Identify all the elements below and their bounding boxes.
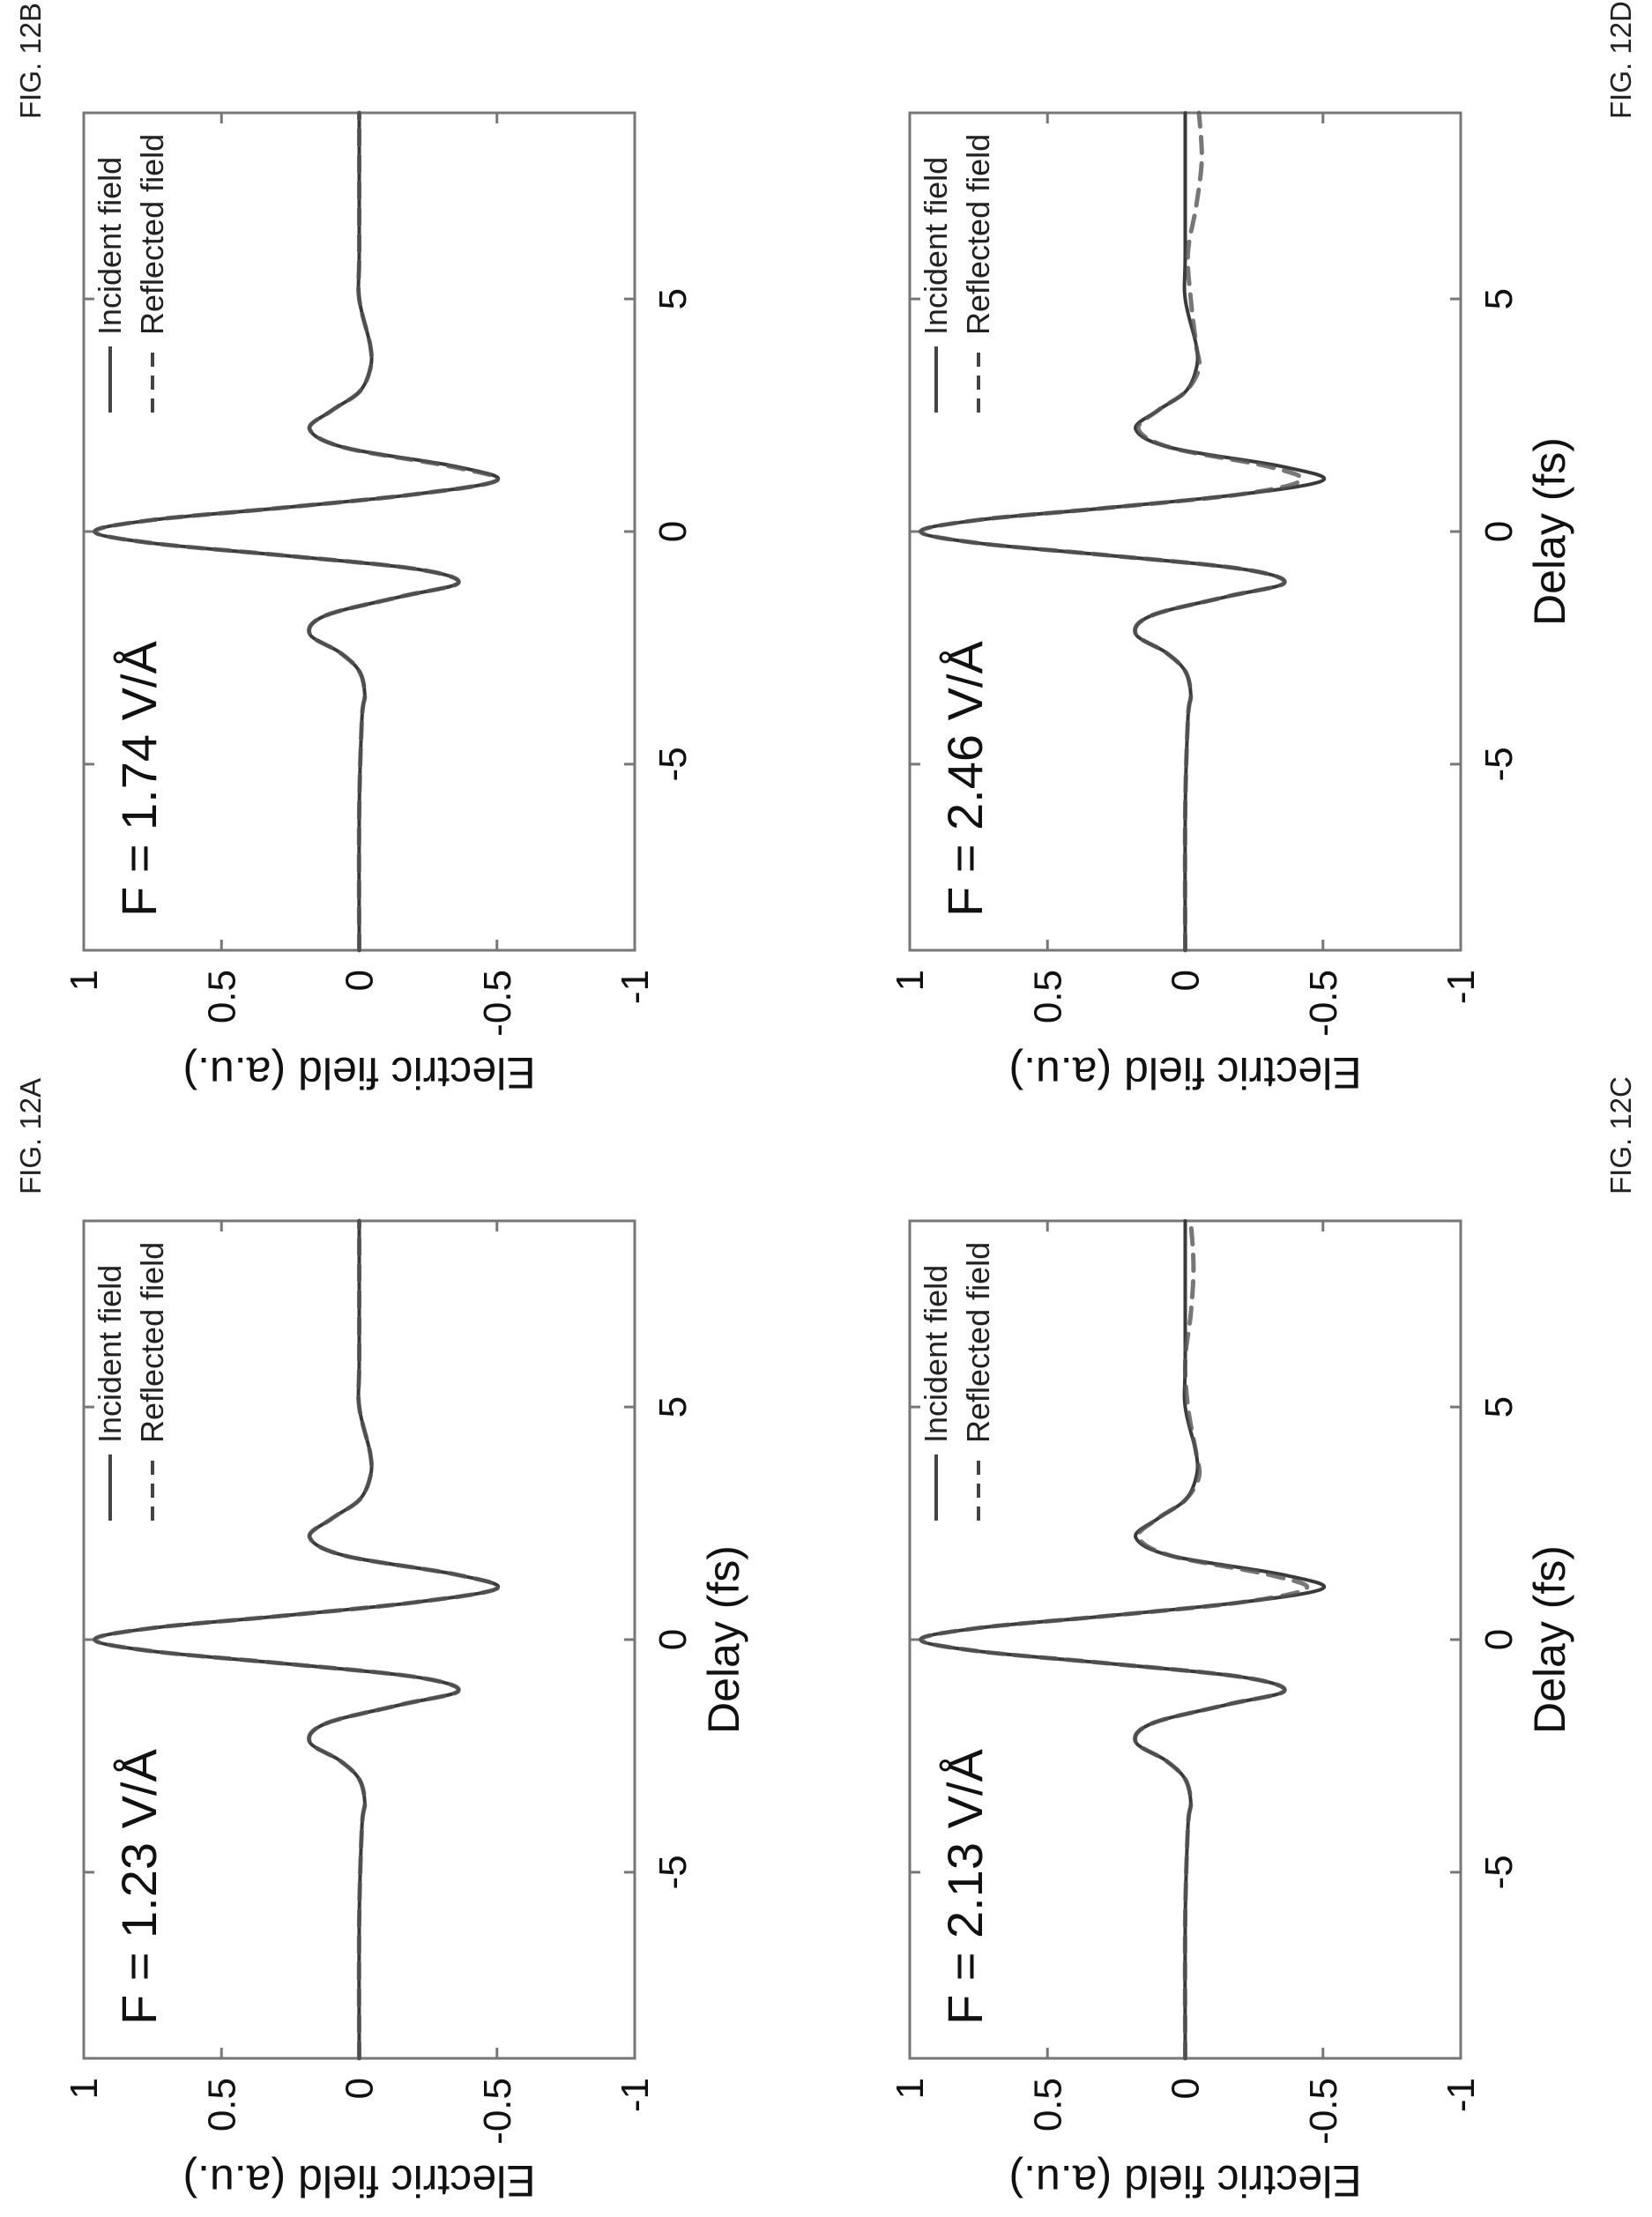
x-tick-label: 5 (651, 1396, 695, 1417)
y-tick-label: -1 (614, 970, 657, 1004)
y-tick-label: 0 (1165, 2078, 1208, 2099)
legend-entry-label: Reflected field (960, 1242, 996, 1443)
y-tick-label: -0.5 (476, 2078, 519, 2145)
x-axis-label: Delay (fs) (1525, 1545, 1574, 1734)
y-tick-label: 1 (889, 2078, 932, 2099)
series-line-reflected-field (93, 110, 501, 953)
field-strength-annotation: F = 1.23 V/Å (111, 1749, 167, 2025)
y-tick-label: 0.5 (200, 2078, 243, 2131)
y-tick-label: 0 (339, 2078, 382, 2099)
field-strength-annotation: F = 2.46 V/Å (937, 641, 993, 917)
field-strength-annotation: F = 1.74 V/Å (111, 641, 167, 917)
x-tick-label: -5 (651, 747, 695, 781)
chart-panel-12a: 1 0.5 0 -0.5 -1 -5 0 5 Delay (fs) Electric field … (0, 1109, 826, 2217)
chart-svg: 1 0.5 0 -0.5 -1 -5 0 5 Delay (fs) Electric field … (889, 110, 1574, 1097)
series-line-reflected-field (919, 110, 1305, 953)
field-strength-annotation: F = 2.13 V/Å (937, 1749, 993, 2025)
series-line-reflected-field (919, 1218, 1310, 2061)
x-axis-label: Delay (fs) (1525, 437, 1574, 626)
y-tick-label: -0.5 (1302, 970, 1345, 1037)
chart-svg: 1 0.5 0 -0.5 -1 -5 0 5 Delay (fs) Electric field … (889, 1218, 1574, 2206)
chart-svg: 1 0.5 0 -0.5 -1 -5 0 5 Electric field (a.u.) F = … (63, 110, 695, 1097)
x-tick-label: 0 (651, 521, 695, 542)
legend-entry-label: Incident field (918, 1265, 954, 1443)
figure-label-12d: FIG. 12D (1604, 1, 1637, 119)
y-tick-label: 0.5 (200, 970, 243, 1023)
x-tick-label: 5 (1477, 1396, 1521, 1417)
y-tick-label: -0.5 (476, 970, 519, 1037)
series-line-reflected-field (93, 1218, 501, 2061)
x-tick-label: 5 (1477, 288, 1521, 309)
y-tick-label: -0.5 (1302, 2078, 1345, 2145)
legend-entry-label: Reflected field (134, 134, 170, 335)
legend-entry-label: Incident field (92, 157, 128, 335)
legend-entry-label: Incident field (92, 1265, 128, 1443)
y-tick-label: 1 (63, 2078, 106, 2099)
y-tick-label: 0 (339, 970, 382, 991)
y-tick-label: 0.5 (1026, 2078, 1069, 2131)
x-axis-label: Delay (fs) (699, 1545, 748, 1734)
y-tick-label: 0 (1165, 970, 1208, 991)
chart-panel-12b: 1 0.5 0 -0.5 -1 -5 0 5 Electric field (a.u.) F = … (0, 1, 826, 1109)
y-tick-label: 1 (63, 970, 106, 991)
legend-entry-label: Incident field (918, 157, 954, 335)
legend-entry-label: Reflected field (134, 1242, 170, 1443)
x-tick-label: 0 (1477, 1629, 1521, 1650)
y-axis-label: Electric field (a.u.) (1008, 1048, 1361, 1097)
x-tick-label: -5 (651, 1855, 695, 1889)
y-axis-label: Electric field (a.u.) (182, 2156, 535, 2206)
y-tick-label: 1 (889, 970, 932, 991)
x-tick-label: -5 (1477, 747, 1521, 781)
chart-panel-12d: 1 0.5 0 -0.5 -1 -5 0 5 Delay (fs) Electric field … (826, 1, 1652, 1109)
chart-svg: 1 0.5 0 -0.5 -1 -5 0 5 Delay (fs) Electric field … (63, 1218, 748, 2206)
y-axis-label: Electric field (a.u.) (182, 1048, 535, 1097)
chart-panel-12c: 1 0.5 0 -0.5 -1 -5 0 5 Delay (fs) Electric field … (826, 1109, 1652, 2217)
figure-label-12c: FIG. 12C (1604, 1076, 1637, 1194)
y-axis-label: Electric field (a.u.) (1008, 2156, 1361, 2206)
y-tick-label: -1 (1440, 2078, 1483, 2112)
x-tick-label: -5 (1477, 1855, 1521, 1889)
figure-label-12b: FIG. 12B (14, 2, 47, 119)
figure-label-12a: FIG. 12A (14, 1077, 47, 1194)
legend-entry-label: Reflected field (960, 134, 996, 335)
y-tick-label: 0.5 (1026, 970, 1069, 1023)
x-tick-label: 0 (651, 1629, 695, 1650)
x-tick-label: 5 (651, 288, 695, 309)
x-tick-label: 0 (1477, 521, 1521, 542)
y-tick-label: -1 (1440, 970, 1483, 1004)
y-tick-label: -1 (614, 2078, 657, 2112)
